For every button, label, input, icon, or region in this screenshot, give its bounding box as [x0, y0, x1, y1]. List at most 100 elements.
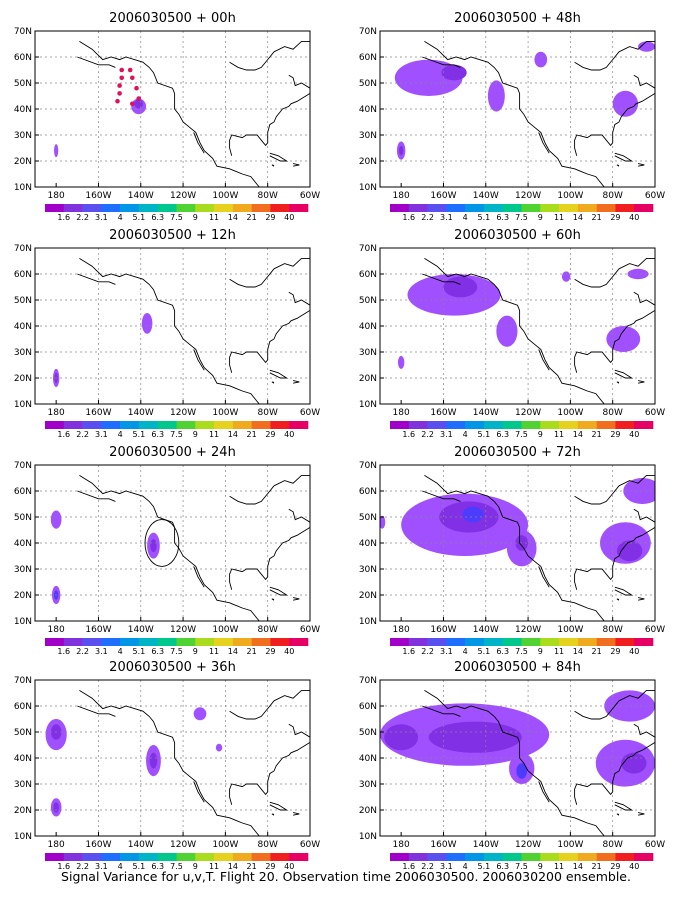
- x-tick-label: 140W: [473, 840, 499, 850]
- colorbar-label: 21: [592, 430, 602, 439]
- x-tick-label: 180: [48, 840, 65, 850]
- colorbar-swatch: [596, 853, 616, 861]
- colorbar-label: 3.1: [95, 862, 108, 871]
- observation-marker: [119, 75, 125, 81]
- observation-marker: [127, 67, 133, 73]
- y-tick-label: 50N: [14, 513, 32, 523]
- panel-7: 2006030500 + 84h 10N 20N 30N 40N 50N 60N 70N 180…: [359, 660, 665, 871]
- y-tick-label: 70N: [359, 461, 377, 471]
- y-tick-label: 30N: [359, 131, 377, 141]
- variance-blob-4: [516, 763, 528, 779]
- coastline: [538, 566, 550, 588]
- colorbar-swatch: [120, 853, 140, 861]
- colorbar-label: 14: [228, 430, 238, 439]
- colorbar-swatch: [176, 853, 196, 861]
- observation-marker: [117, 91, 122, 96]
- colorbar-label: 9: [538, 213, 543, 222]
- panel-title: 2006030500 + 72h: [454, 445, 581, 460]
- y-tick-label: 30N: [14, 131, 32, 141]
- colorbar-label: 1.6: [57, 430, 70, 439]
- colorbar-label: 6.3: [496, 862, 509, 871]
- variance-blob-2: [443, 276, 478, 298]
- coastline: [293, 380, 300, 384]
- colorbar-swatch: [270, 204, 290, 212]
- colorbar-swatch: [596, 421, 616, 429]
- colorbar-swatch: [502, 638, 522, 646]
- colorbar-swatch: [521, 853, 541, 861]
- y-tick-label: 60N: [14, 270, 32, 280]
- coastline: [538, 132, 550, 154]
- coastline: [77, 490, 116, 502]
- coastline: [269, 586, 289, 596]
- colorbar-swatch: [502, 421, 522, 429]
- observation-marker: [115, 98, 120, 104]
- colorbar-label: 7.5: [170, 647, 183, 656]
- x-tick-label: 120W: [515, 191, 541, 201]
- coastline: [79, 258, 260, 404]
- x-tick-label: 140W: [473, 625, 499, 635]
- panel-5: 2006030500 + 60h 10N 20N 30N 40N 50N 60N 70N 180…: [359, 228, 665, 439]
- coastline: [618, 474, 655, 487]
- x-tick-label: 140W: [473, 408, 499, 418]
- y-tick-label: 70N: [14, 676, 32, 686]
- panel-title: 2006030500 + 12h: [109, 228, 236, 243]
- coastline: [229, 268, 275, 288]
- coastline: [193, 132, 205, 154]
- y-tick-label: 40N: [359, 754, 377, 764]
- colorbar-swatch: [45, 638, 65, 646]
- x-tick-label: 140W: [473, 191, 499, 201]
- colorbar-label: 5.1: [133, 213, 146, 222]
- x-tick-label: 140W: [128, 840, 154, 850]
- y-tick-label: 20N: [14, 374, 32, 384]
- coastline: [193, 566, 205, 588]
- coastline: [424, 475, 605, 621]
- colorbar-label: 5.1: [133, 430, 146, 439]
- coastline: [618, 689, 655, 702]
- coastline: [273, 40, 310, 53]
- colorbar-label: 40: [284, 213, 294, 222]
- colorbar-swatch: [446, 421, 466, 429]
- colorbar-label: 1.6: [402, 862, 415, 871]
- coastline: [288, 508, 310, 523]
- colorbar-label: 14: [228, 647, 238, 656]
- colorbar-label: 5.1: [133, 647, 146, 656]
- colorbar-label: 29: [265, 862, 275, 871]
- x-tick-label: 160W: [85, 840, 111, 850]
- colorbar-swatch: [82, 638, 102, 646]
- colorbar-label: 2.2: [76, 647, 89, 656]
- panel-3: 2006030500 + 36h 10N 20N 30N 40N 50N 60N 70N 180…: [14, 660, 320, 871]
- colorbar-swatch: [138, 421, 159, 429]
- coastline: [273, 257, 310, 270]
- colorbar-swatch: [390, 421, 410, 429]
- colorbar-swatch: [408, 638, 428, 646]
- colorbar-swatch: [465, 421, 485, 429]
- colorbar-label: 5.1: [133, 862, 146, 871]
- colorbar-swatch: [195, 204, 215, 212]
- coastline: [271, 381, 275, 384]
- coastline: [271, 164, 275, 167]
- colorbar-label: 5.1: [478, 430, 491, 439]
- y-tick-label: 10N: [14, 183, 32, 193]
- coastline: [288, 723, 310, 738]
- x-tick-label: 100W: [557, 840, 583, 850]
- y-tick-label: 10N: [359, 183, 377, 193]
- colorbar-label: 9: [538, 430, 543, 439]
- coastline: [79, 690, 260, 836]
- colorbar-label: 6.3: [151, 647, 164, 656]
- panel-title: 2006030500 + 00h: [109, 11, 236, 26]
- colorbar-label: 21: [592, 213, 602, 222]
- coastline: [574, 310, 655, 373]
- colorbar-label: 29: [610, 862, 620, 871]
- colorbar-swatch: [615, 638, 635, 646]
- colorbar-swatch: [270, 638, 290, 646]
- colorbar-swatch: [176, 204, 196, 212]
- observation-marker: [134, 85, 139, 91]
- colorbar-swatch: [120, 421, 140, 429]
- colorbar-label: 6.3: [496, 213, 509, 222]
- y-tick-label: 60N: [359, 53, 377, 63]
- y-tick-label: 20N: [14, 806, 32, 816]
- colorbar-swatch: [289, 853, 309, 861]
- x-tick-label: 180: [48, 625, 65, 635]
- variance-blob-7: [604, 690, 655, 722]
- y-tick-label: 20N: [14, 591, 32, 601]
